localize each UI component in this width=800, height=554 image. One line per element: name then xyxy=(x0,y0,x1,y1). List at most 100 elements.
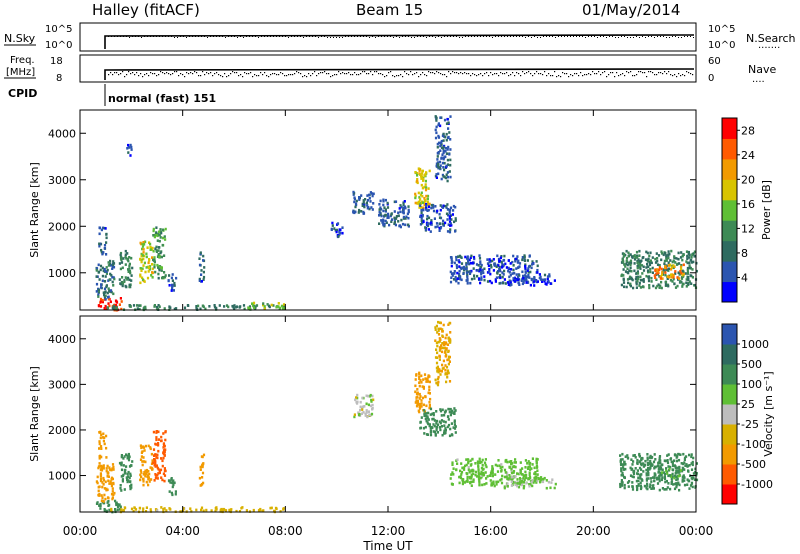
nave-point xyxy=(224,73,226,75)
nsearch-point xyxy=(216,36,217,37)
heatmap-cell xyxy=(694,467,697,471)
heatmap-cell xyxy=(202,509,205,513)
heatmap-cell xyxy=(393,210,396,213)
freq-tick-bottom: 8 xyxy=(56,73,62,84)
nave-point xyxy=(234,72,236,74)
heatmap-cell xyxy=(469,476,472,480)
heatmap-cell xyxy=(518,262,522,265)
heatmap-cell xyxy=(692,472,695,475)
heatmap-cell xyxy=(140,455,143,458)
nsearch-point xyxy=(303,37,304,38)
heatmap-cell xyxy=(98,457,101,460)
heatmap-cell xyxy=(103,307,106,310)
heatmap-cell xyxy=(518,283,521,286)
heatmap-cell xyxy=(116,503,119,506)
heatmap-cell xyxy=(368,193,371,197)
heatmap-cell xyxy=(462,466,465,470)
heatmap-cell xyxy=(195,306,198,310)
nsearch-point xyxy=(621,36,622,37)
heatmap-cell xyxy=(102,464,105,467)
heatmap-cell xyxy=(439,327,442,331)
heatmap-cell xyxy=(154,232,157,236)
heatmap-cell xyxy=(118,461,122,465)
heatmap-cell xyxy=(109,300,112,304)
nave-trace xyxy=(108,71,694,78)
heatmap-cell xyxy=(692,476,695,479)
heatmap-cell xyxy=(666,454,669,457)
nsearch-point xyxy=(453,36,454,37)
nave-point xyxy=(384,76,386,78)
heatmap-cell xyxy=(428,169,431,173)
heatmap-cell xyxy=(111,467,114,470)
heatmap-cell xyxy=(535,464,538,467)
heatmap-cell xyxy=(444,427,447,430)
heatmap-cell xyxy=(447,127,450,130)
heatmap-cell xyxy=(441,408,444,412)
heatmap-cell xyxy=(167,279,170,283)
heatmap-cell xyxy=(139,275,142,278)
heatmap-cell xyxy=(460,278,463,282)
heatmap-cell xyxy=(428,202,431,206)
heatmap-cell xyxy=(144,469,147,473)
heatmap-cell xyxy=(442,219,445,223)
heatmap-cell xyxy=(119,505,122,509)
heatmap-cell xyxy=(435,176,438,179)
heatmap-cell xyxy=(669,263,672,267)
heatmap-cell xyxy=(446,425,449,429)
heatmap-cell xyxy=(623,460,626,464)
heatmap-cell xyxy=(496,470,500,473)
nave-point xyxy=(314,71,316,73)
heatmap-cell xyxy=(491,259,494,263)
heatmap-cell xyxy=(367,403,370,407)
nsearch-point xyxy=(489,36,490,37)
heatmap-cell xyxy=(444,349,447,353)
heatmap-cell xyxy=(681,480,684,483)
nave-point xyxy=(640,71,642,73)
heatmap-cell xyxy=(282,307,285,310)
heatmap-cell xyxy=(225,304,229,307)
heatmap-cell xyxy=(103,296,106,299)
heatmap-cell xyxy=(116,508,119,512)
heatmap-cell xyxy=(367,410,370,413)
heatmap-cell xyxy=(110,492,114,496)
heatmap-cell xyxy=(358,196,361,199)
heatmap-cell xyxy=(402,215,405,219)
heatmap-cell xyxy=(429,230,432,233)
heatmap-cell xyxy=(656,263,660,266)
heatmap-cell xyxy=(664,265,667,268)
nave-point xyxy=(596,73,598,75)
nave-point xyxy=(594,73,596,75)
heatmap-cell xyxy=(536,268,539,272)
heatmap-cell xyxy=(535,461,538,464)
nave-point xyxy=(240,74,242,76)
heatmap-cell xyxy=(683,461,686,464)
heatmap-cell xyxy=(106,291,109,295)
heatmap-cell xyxy=(148,241,151,244)
heatmap-cell xyxy=(675,482,678,485)
nave-point xyxy=(528,71,530,73)
heatmap-cell xyxy=(682,462,685,466)
heatmap-cell xyxy=(695,269,698,273)
colorbar-frame xyxy=(721,323,738,505)
heatmap-cell xyxy=(477,264,480,267)
date-title: 01/May/2014 xyxy=(582,1,680,19)
noise-tick-left-top: 10^5 xyxy=(45,24,72,35)
heatmap-cell xyxy=(418,377,421,381)
heatmap-cell xyxy=(516,478,519,481)
heatmap-cell xyxy=(478,481,481,484)
heatmap-cell xyxy=(174,490,177,493)
freq-tick-top: 18 xyxy=(50,56,63,67)
heatmap-cell xyxy=(426,209,429,212)
nave-point xyxy=(396,75,398,77)
heatmap-cell xyxy=(446,230,450,233)
heatmap-cell xyxy=(660,468,663,471)
heatmap-cell xyxy=(354,210,357,214)
heatmap-cell xyxy=(121,478,124,481)
heatmap-cell xyxy=(689,484,693,487)
heatmap-cell xyxy=(98,431,101,434)
heatmap-cell xyxy=(416,179,419,183)
heatmap-cell xyxy=(620,467,623,470)
heatmap-cell xyxy=(681,258,684,262)
heatmap-cell xyxy=(360,210,363,213)
heatmap-cell xyxy=(463,468,466,471)
